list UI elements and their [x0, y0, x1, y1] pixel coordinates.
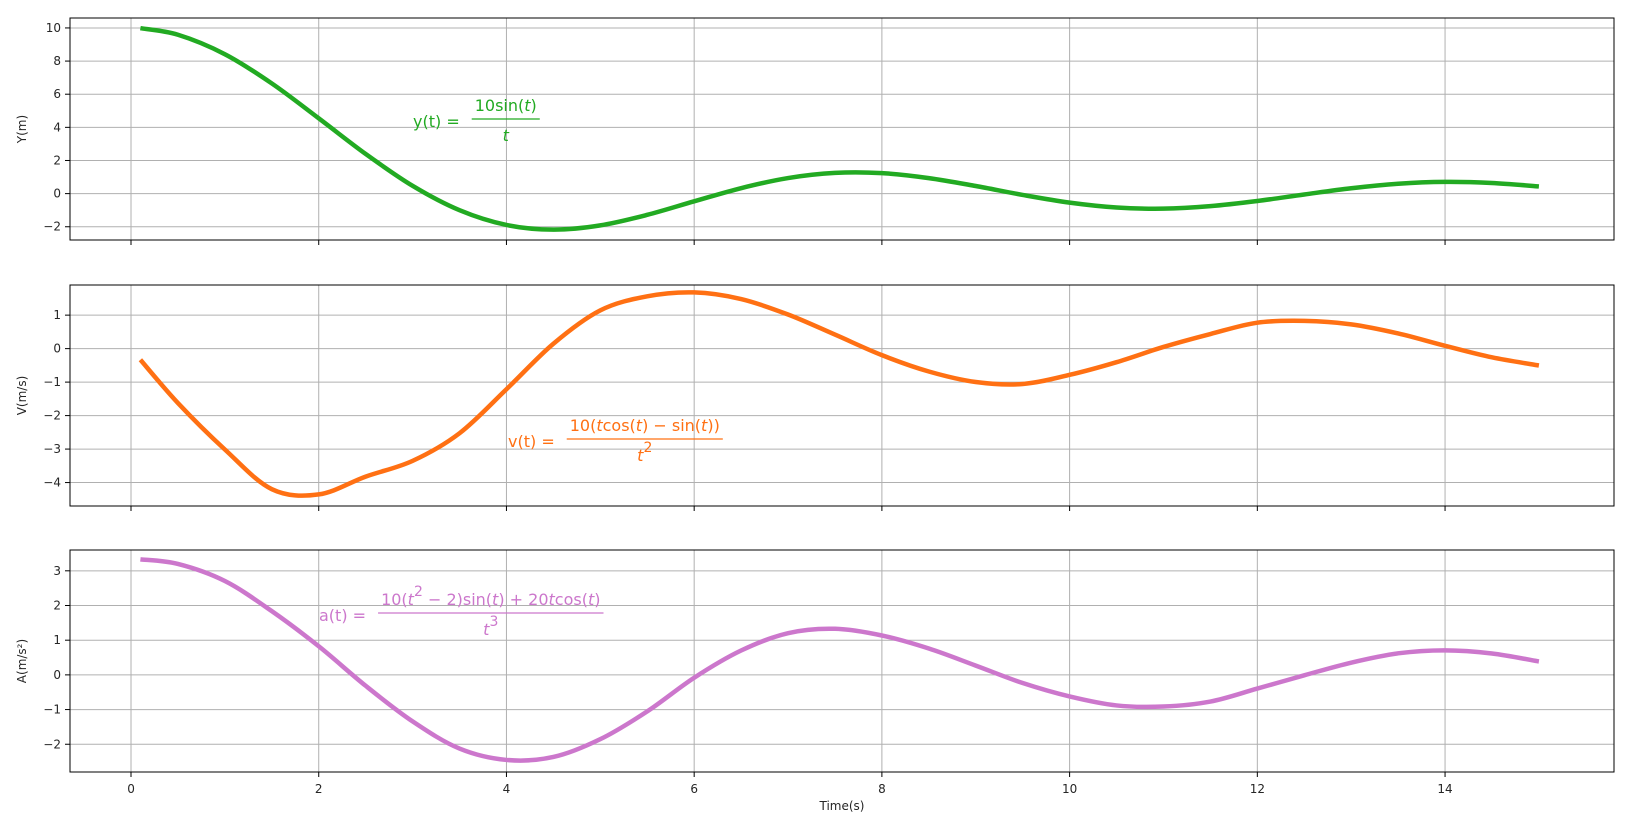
velocity-y-tick-label: −1	[43, 375, 61, 389]
velocity-formula: v(t) = 10(tcos(t) − sin(t)) t2	[508, 416, 723, 465]
acceleration-x-tick-label: 12	[1250, 782, 1265, 796]
velocity-y-axis-label: V(m/s)	[15, 376, 29, 416]
position-y-tick-label: 10	[46, 21, 61, 35]
position-plot-border	[69, 17, 1615, 241]
velocity-y-ticks: −4 −3 −2 −1 0 1	[43, 308, 70, 490]
position-axes-frame	[69, 17, 1615, 241]
acceleration-formula-denominator: t3	[483, 614, 498, 639]
position-y-axis-label: Y(m)	[15, 115, 29, 144]
velocity-curve-group	[138, 290, 1540, 498]
position-curve-group	[140, 25, 1540, 232]
velocity-y-tick-label: −3	[43, 442, 61, 456]
acceleration-y-tick-label: −2	[43, 737, 61, 751]
acceleration-curve-group	[140, 557, 1540, 763]
velocity-y-tick-label: 0	[53, 342, 61, 356]
velocity-grid	[70, 285, 1614, 506]
velocity-y-tick-label: −4	[43, 476, 61, 490]
position-y-tick-label: 0	[53, 187, 61, 201]
position-y-tick-label: 2	[53, 153, 61, 167]
acceleration-x-ticks: 0 2 4 6 8 10 12 14	[127, 772, 1453, 796]
position-formula: y(t) = 10sin(t) t	[413, 96, 540, 145]
position-y-tick-label: 6	[53, 87, 61, 101]
acceleration-y-tick-label: 3	[53, 564, 61, 578]
acceleration-x-tick-label: 8	[878, 782, 886, 796]
position-grid	[70, 18, 1614, 240]
velocity-y-tick-label: −2	[43, 409, 61, 423]
velocity-formula-denominator: t2	[637, 440, 652, 465]
acceleration-y-ticks: −2 −1 0 1 2 3	[43, 564, 70, 751]
acceleration-plot-border	[69, 549, 1615, 773]
acceleration-axes-frame	[69, 549, 1615, 773]
position-y-ticks: −2 0 2 4 6 8 10	[43, 21, 70, 234]
time-x-axis-label: Time(s)	[819, 799, 865, 813]
position-y-tick-label: −2	[43, 220, 61, 234]
acceleration-y-tick-label: 2	[53, 599, 61, 613]
velocity-x-ticks	[130, 506, 1446, 511]
velocity-plot-border	[69, 284, 1615, 507]
acceleration-formula-numerator: 10(t2 − 2)sin(t) + 20tcos(t)	[381, 584, 600, 609]
position-y-tick-label: 8	[53, 54, 61, 68]
acceleration-formula-lhs: a(t) =	[319, 606, 366, 625]
velocity-axes-frame	[69, 284, 1615, 507]
acceleration-x-tick-label: 2	[315, 782, 323, 796]
position-formula-numerator: 10sin(t)	[475, 96, 537, 115]
acceleration-x-tick-label: 6	[690, 782, 698, 796]
position-formula-denominator: t	[503, 126, 510, 145]
position-x-ticks	[130, 240, 1446, 245]
position-panel: −2 0 2 4 6 8 10 Y(m) y(t) = 10sin(t) t	[15, 17, 1615, 245]
acceleration-y-axis-label: A(m/s²)	[15, 639, 29, 683]
acceleration-x-tick-label: 10	[1062, 782, 1077, 796]
acceleration-x-tick-label: 0	[127, 782, 135, 796]
acceleration-curve	[140, 557, 1540, 763]
acceleration-y-tick-label: 1	[53, 633, 61, 647]
velocity-curve	[138, 290, 1540, 498]
velocity-formula-numerator: 10(tcos(t) − sin(t))	[570, 416, 720, 435]
position-curve	[140, 25, 1540, 232]
velocity-panel: −4 −3 −2 −1 0 1 V(m/s) v(t) = 10(tcos(t) − sin…	[15, 284, 1615, 511]
acceleration-grid	[70, 550, 1614, 772]
acceleration-y-tick-label: −1	[43, 703, 61, 717]
velocity-y-tick-label: 1	[53, 308, 61, 322]
acceleration-x-tick-label: 14	[1437, 782, 1452, 796]
acceleration-formula: a(t) = 10(t2 − 2)sin(t) + 20tcos(t) t3	[319, 584, 604, 639]
acceleration-y-tick-label: 0	[53, 668, 61, 682]
position-formula-lhs: y(t) =	[413, 112, 460, 131]
position-y-tick-label: 4	[53, 120, 61, 134]
acceleration-x-tick-label: 4	[503, 782, 511, 796]
velocity-formula-lhs: v(t) =	[508, 432, 555, 451]
